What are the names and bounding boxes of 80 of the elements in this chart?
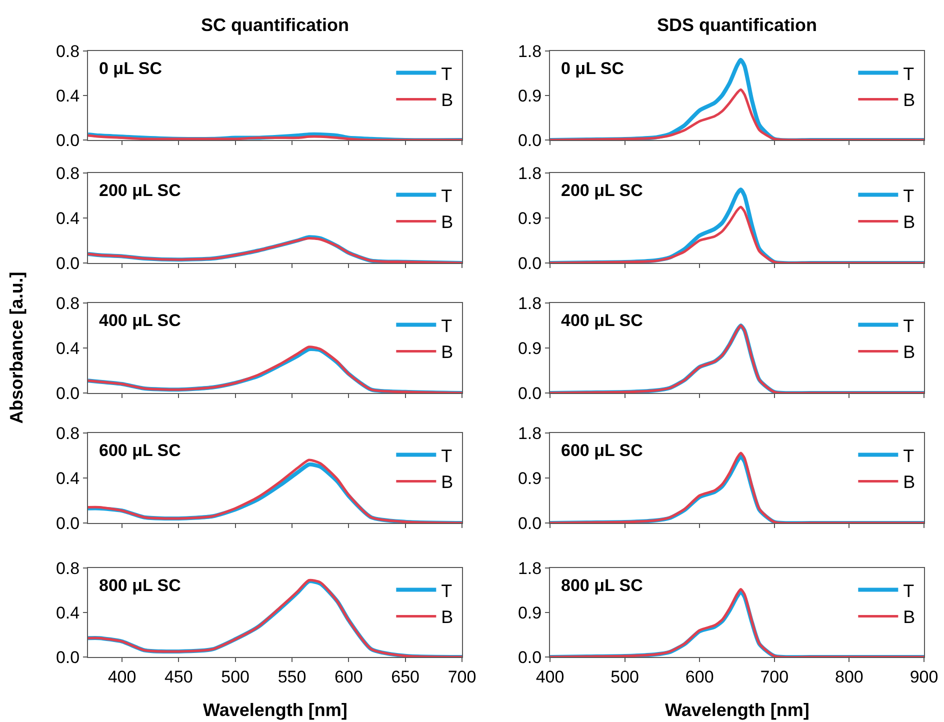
y-axis-title: Absorbance [a.u.] [6,272,27,424]
y-tick-label: 0.9 [518,603,542,622]
legend-label: T [441,446,452,466]
annotation: 800 μL SC [561,576,643,595]
annotation: 600 μL SC [99,441,181,460]
annotation: 800 μL SC [99,576,181,595]
chart-title: SC quantification [201,15,349,35]
legend-label: B [441,607,454,628]
x-tick-label: 400 [108,667,136,686]
annotation: 600 μL SC [561,441,643,460]
x-tick-label: 500 [221,667,250,686]
annotation: 0 μL SC [99,59,162,78]
x-tick-label: 400 [536,667,564,686]
annotation: 0 μL SC [561,59,624,78]
legend-label: T [903,316,914,336]
y-tick-label: 0.4 [56,86,80,106]
y-tick-label: 0.0 [518,130,542,150]
y-tick-label: 0.8 [56,424,80,443]
legend-label: T [903,446,914,466]
y-tick-label: 0.9 [518,208,542,228]
legend-label: B [903,90,916,110]
legend-label: T [441,64,452,84]
legend-label: B [903,212,916,232]
legend-label: T [441,316,452,336]
x-axis-title: Wavelength [nm] [203,700,348,720]
y-tick-label: 0.8 [56,558,80,578]
legend-label: B [441,90,454,110]
x-tick-label: 550 [278,667,306,686]
annotation: 400 μL SC [561,311,643,330]
y-tick-label: 0.0 [56,254,80,273]
y-tick-label: 0.0 [56,384,80,403]
x-tick-label: 900 [910,667,938,686]
y-tick-label: 1.8 [518,164,542,183]
x-axis-title: Wavelength [nm] [665,700,810,720]
y-tick-label: 1.8 [518,424,542,443]
line-series [550,88,924,140]
y-tick-label: 0.4 [56,208,80,228]
x-tick-label: 800 [835,667,864,686]
y-tick-label: 0.9 [518,338,542,358]
annotation: 400 μL SC [99,311,181,330]
y-tick-label: 0.0 [518,254,542,273]
y-tick-label: 0.4 [56,468,80,488]
legend-label: B [441,212,454,232]
legend-label: T [903,64,914,84]
legend-label: B [441,472,454,492]
x-tick-label: 650 [391,667,420,686]
y-tick-label: 0.0 [518,384,542,403]
legend-label: B [903,342,916,362]
legend-label: B [903,472,916,492]
y-tick-label: 0.4 [56,603,80,622]
annotation: 200 μL SC [561,181,643,200]
chart-title: SDS quantification [657,15,818,35]
y-tick-label: 1.8 [518,558,542,578]
y-tick-label: 0.4 [56,338,80,358]
y-tick-label: 0.0 [518,648,542,667]
y-tick-label: 0.9 [518,86,542,106]
x-tick-label: 500 [610,667,639,686]
y-tick-label: 0.0 [56,648,80,667]
y-tick-label: 0.8 [56,164,80,183]
x-tick-label: 600 [685,667,714,686]
legend-label: B [441,342,454,362]
y-tick-label: 0.8 [56,294,80,313]
legend-label: T [441,580,452,601]
x-tick-label: 600 [334,667,363,686]
legend-label: B [903,607,916,628]
legend-label: T [903,186,914,206]
y-tick-label: 0.8 [56,42,80,61]
x-tick-label: 700 [760,667,789,686]
annotation: 200 μL SC [99,181,181,200]
y-tick-label: 0.9 [518,468,542,488]
y-tick-label: 0.0 [56,130,80,150]
y-tick-label: 0.0 [56,514,80,533]
x-tick-label: 700 [448,667,476,686]
legend-label: T [441,186,452,206]
y-tick-label: 1.8 [518,42,542,61]
line-series [550,206,924,263]
y-tick-label: 0.0 [518,514,542,533]
y-tick-label: 1.8 [518,294,542,313]
legend-label: T [903,580,914,601]
x-tick-label: 450 [164,667,193,686]
